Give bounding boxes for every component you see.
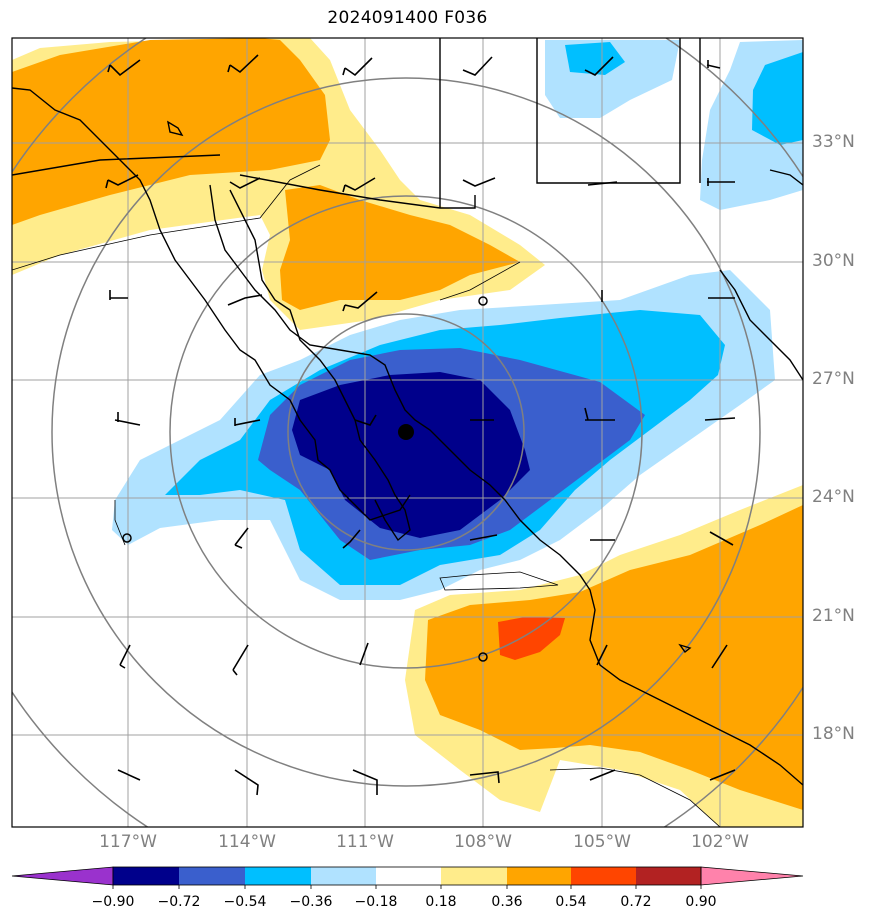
colorbar-bin-5 [376, 867, 441, 885]
lon-label-108: 108°W [454, 832, 512, 852]
anomaly-neg-054-e [752, 52, 803, 145]
anomaly-pos-054-se [425, 505, 803, 810]
lon-label-111: 111°W [336, 832, 394, 852]
range-rings [12, 38, 803, 827]
colorbar-tick-9: 0.72 [620, 894, 652, 910]
graticule [12, 38, 803, 827]
colorbar-tick-5: −0.18 [354, 894, 398, 910]
wind-barbs [105, 54, 736, 796]
lat-label-27: 27°N [812, 369, 855, 389]
colorbar-tick-2: −0.72 [157, 894, 201, 910]
colorbar-bin-1 [113, 867, 179, 885]
colorbar [11, 866, 804, 889]
lon-label-102: 102°W [691, 832, 749, 852]
lat-label-24: 24°N [812, 487, 855, 507]
colorbar-extend-high [700, 866, 804, 886]
colorbar-bin-9 [636, 867, 701, 885]
colorbar-extend-low [11, 866, 114, 886]
colorbar-tick-4: −0.36 [289, 894, 333, 910]
map-frame [11, 37, 804, 828]
lat-label-21: 21°N [812, 606, 855, 626]
colorbar-bin-8 [571, 867, 636, 885]
map-panel [11, 37, 804, 828]
colorbar-frame [112, 866, 702, 886]
colorbar-tick-6: 0.18 [425, 894, 457, 910]
lat-label-30: 30°N [812, 251, 855, 271]
storm-center-marker [398, 424, 414, 440]
lon-label-114: 114°W [218, 832, 276, 852]
colorbar-tick-10: 0.90 [685, 894, 717, 910]
colorbar-tick-1: −0.90 [91, 894, 135, 910]
coastlines [12, 38, 803, 786]
calm-markers [122, 296, 488, 662]
anomaly-neg-054-ne [565, 42, 625, 75]
colorbar-bin-3 [245, 867, 311, 885]
colorbar-bin-4 [311, 867, 376, 885]
lat-label-18: 18°N [812, 724, 855, 744]
colorbar-bin-7 [507, 867, 571, 885]
zero-contours [12, 164, 721, 827]
anomaly-pos-054-baja [280, 185, 520, 310]
lon-label-105: 105°W [573, 832, 631, 852]
colorbar-bin-6 [441, 867, 507, 885]
anomaly-pos-054-nw [12, 38, 330, 225]
colorbar-tick-7: 0.36 [491, 894, 523, 910]
colorbar-bin-2 [179, 867, 245, 885]
lon-label-117: 117°W [99, 832, 157, 852]
colorbar-tick-8: 0.54 [555, 894, 587, 910]
filled-contours [12, 38, 803, 827]
map-title: 2024091400 F036 [327, 8, 488, 28]
colorbar-tick-3: −0.54 [223, 894, 267, 910]
anomaly-pos-072-se [498, 617, 565, 660]
lat-label-33: 33°N [812, 132, 855, 152]
